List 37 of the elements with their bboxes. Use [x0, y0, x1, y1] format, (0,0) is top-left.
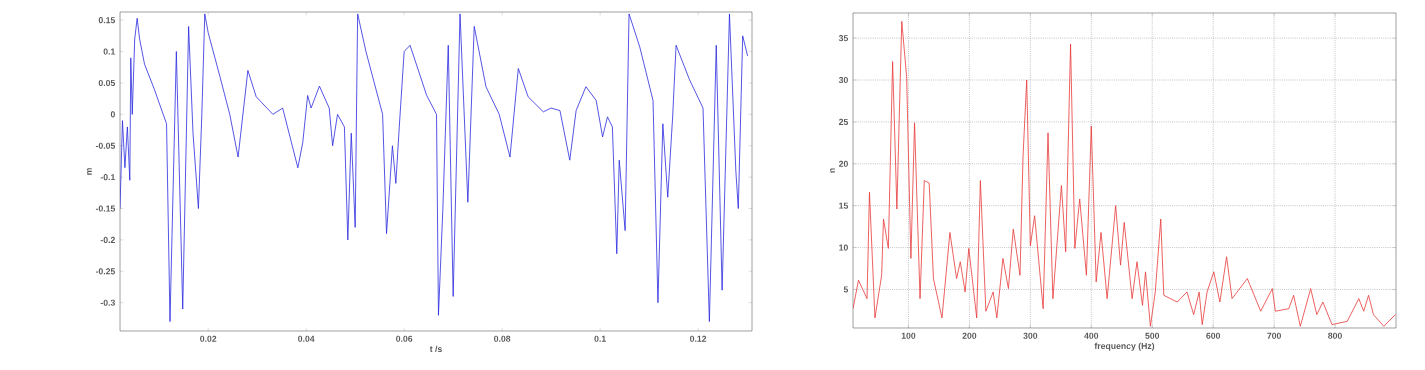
x-tick-label: 0.08: [494, 335, 511, 342]
y-tick-label: 0: [110, 111, 115, 118]
y-tick-label: 35: [838, 35, 849, 42]
y-tick-label: -0.05: [95, 142, 116, 149]
x-tick-label: 300: [1023, 332, 1038, 339]
y-axis-title: n: [830, 168, 835, 173]
y-tick-label: 20: [838, 160, 848, 167]
x-tick-label: 0.02: [200, 335, 217, 342]
x-tick-label: 0.04: [298, 335, 315, 342]
x-tick-label: 600: [1206, 332, 1221, 339]
x-tick-label: 800: [1328, 332, 1342, 339]
y-tick-label: -0.15: [95, 205, 116, 212]
x-tick-label: 700: [1267, 332, 1281, 339]
y-axis-title: m: [87, 168, 92, 175]
y-tick-label: 30: [838, 76, 848, 84]
y-tick-label: 0.1: [103, 48, 116, 55]
x-tick-label: 400: [1084, 332, 1099, 339]
y-tick-label: 5: [843, 286, 849, 293]
x-tick-label: 100: [901, 332, 916, 339]
x-tick-label: 0.06: [396, 335, 413, 342]
x-axis-title: frequency (Hz): [1094, 342, 1155, 351]
y-tick-label: 15: [839, 202, 849, 209]
y-tick-label: 10: [839, 244, 848, 251]
y-tick-label: -0.2: [100, 236, 115, 243]
y-tick-label: -0.1: [100, 174, 116, 181]
x-tick-label: 200: [962, 332, 977, 339]
y-tick-label: 25: [838, 118, 849, 125]
x-tick-label: 0.12: [690, 335, 707, 342]
y-tick-label: -0.25: [95, 268, 116, 275]
x-tick-label: 500: [1145, 332, 1160, 339]
line-series: [120, 13, 748, 322]
y-tick-label: -0.3: [100, 299, 115, 306]
x-tick-label: 0.1: [594, 335, 606, 342]
y-tick-label: 0.15: [98, 17, 116, 24]
line-series: [853, 20, 1396, 327]
x-axis-title: t /s: [429, 345, 442, 353]
y-tick-label: 0.05: [98, 79, 116, 87]
